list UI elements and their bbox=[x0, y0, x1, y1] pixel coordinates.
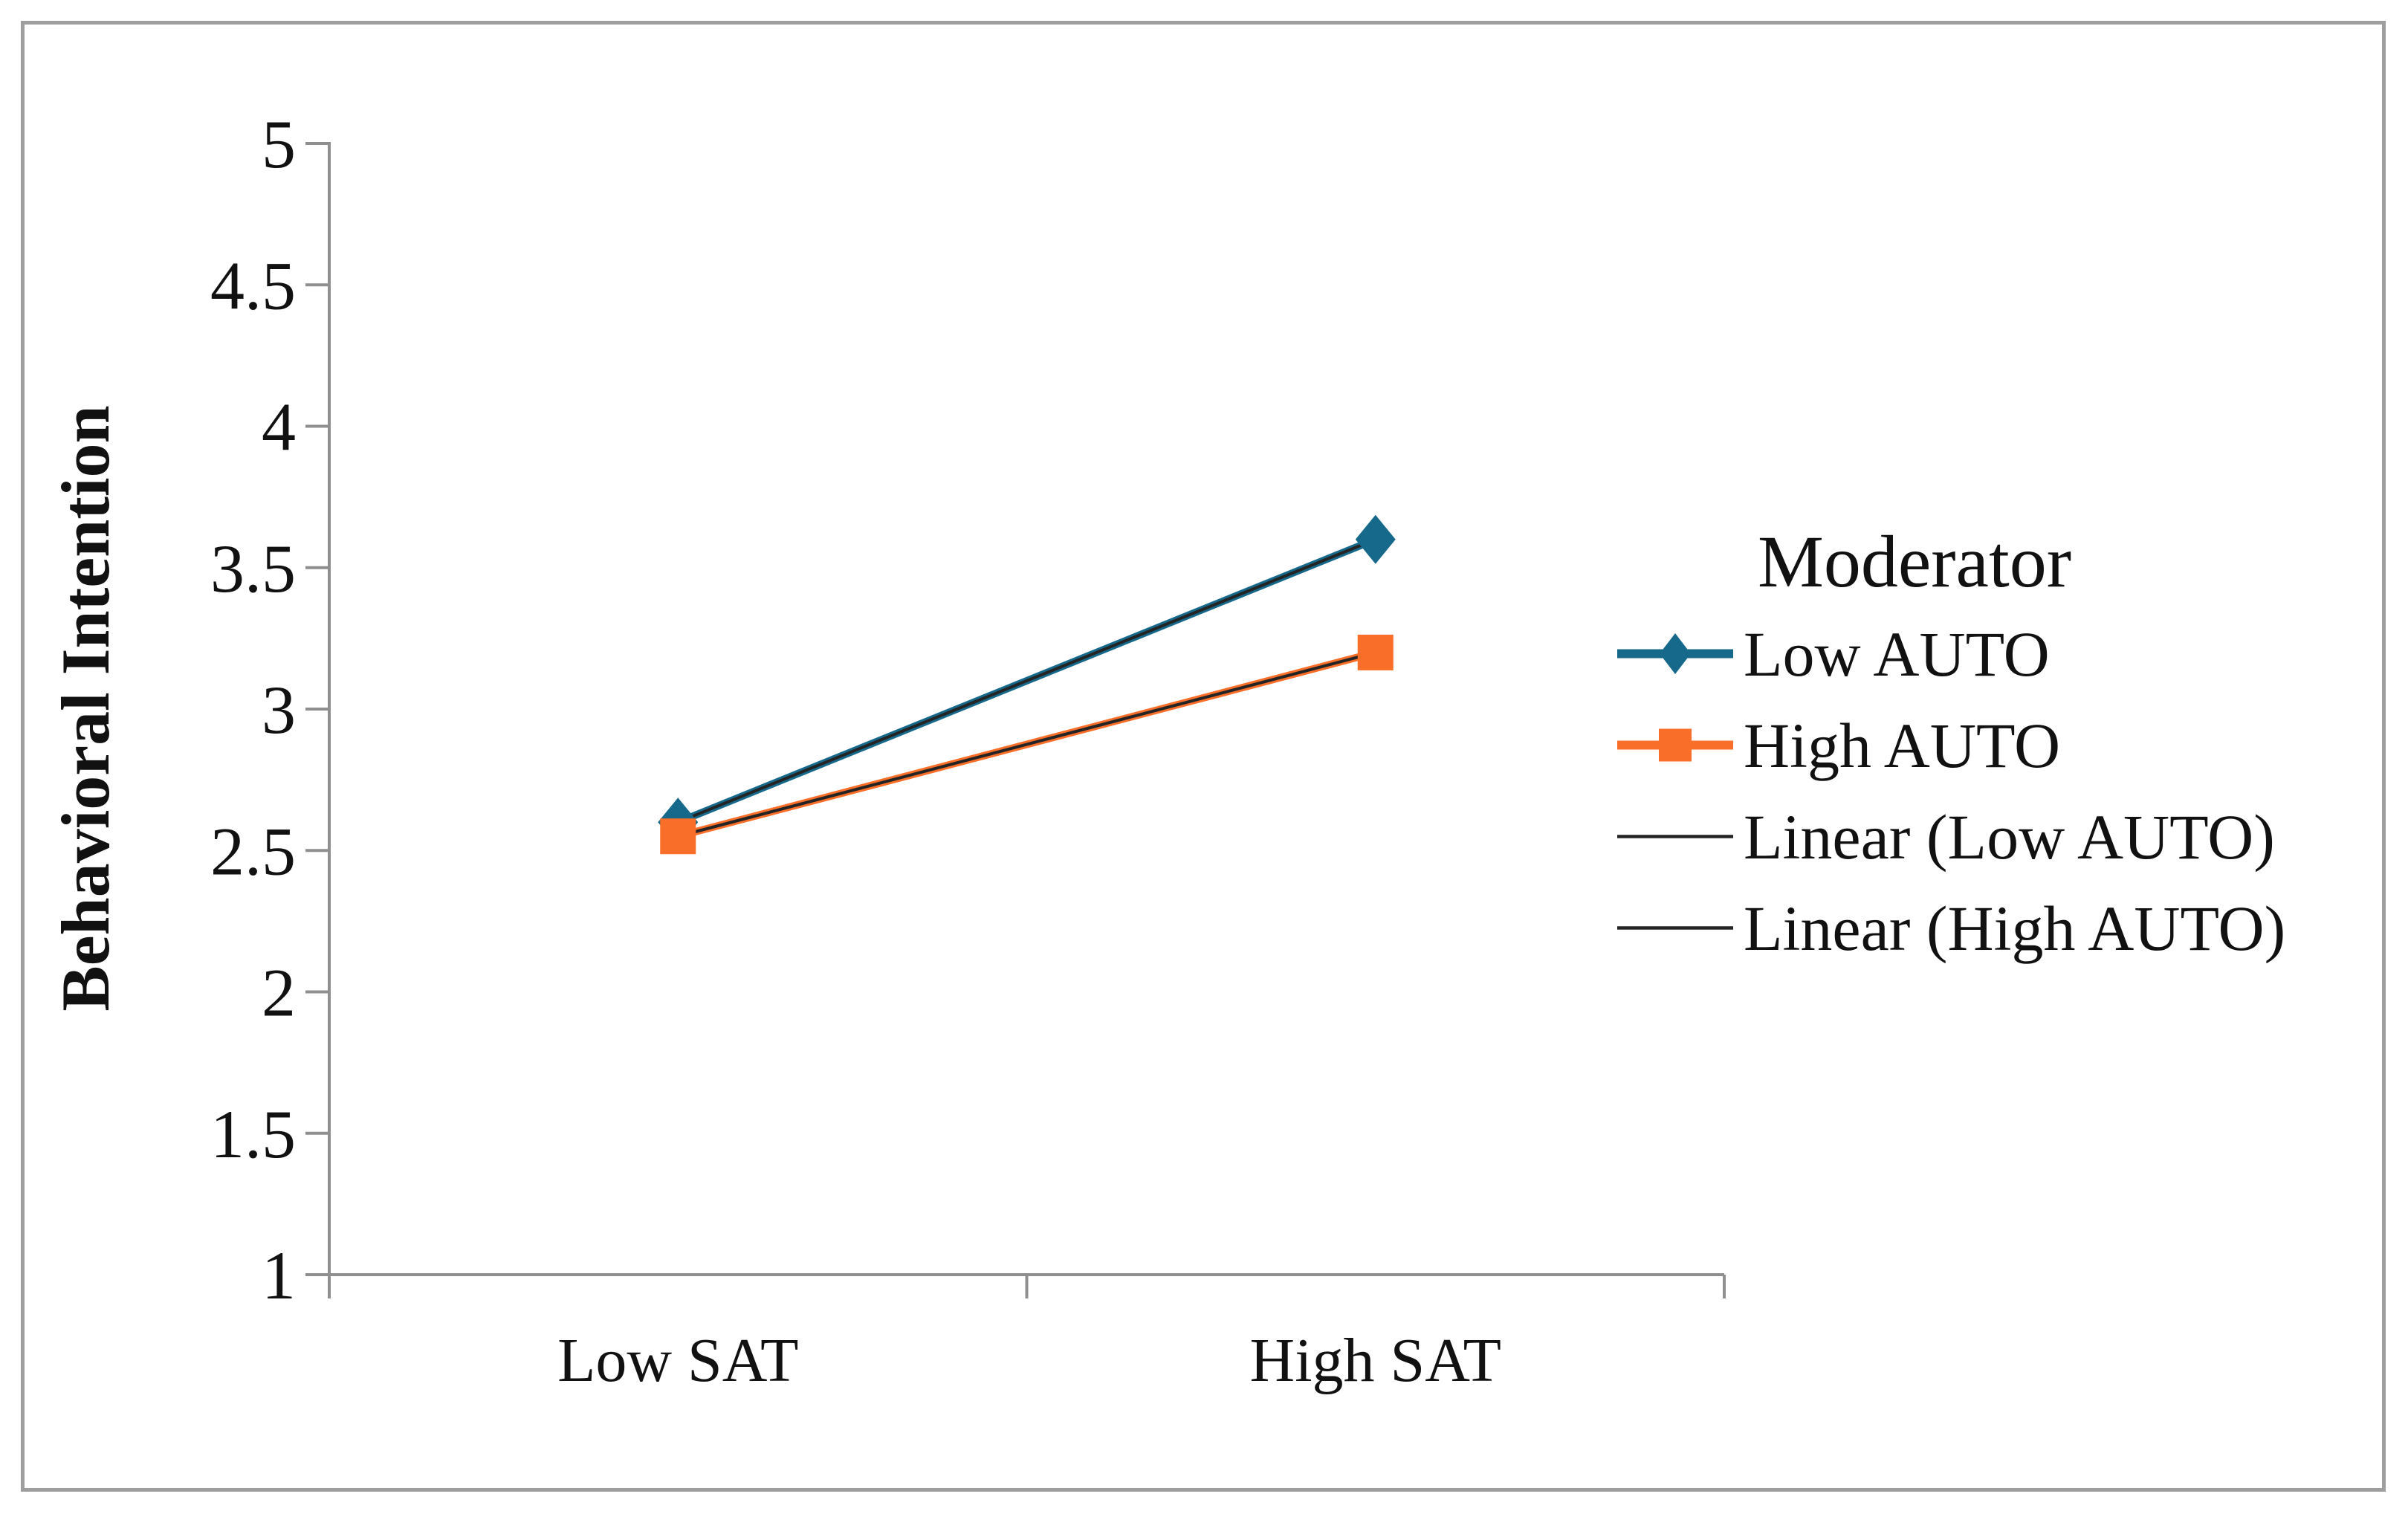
y-tick-label: 3.5 bbox=[210, 531, 296, 606]
legend-entries: Low AUTO High AUTO Linear (Low AUTO) Linear… bbox=[1617, 608, 2285, 974]
trendline-swatch-icon bbox=[1617, 835, 1733, 838]
y-tick-label: 1.5 bbox=[210, 1096, 296, 1172]
x-category-label-low-sat: Low SAT bbox=[557, 1326, 798, 1395]
y-tick-label: 1 bbox=[262, 1238, 296, 1313]
trendline-linear-high-auto bbox=[677, 650, 1376, 838]
series-swatch-icon bbox=[1617, 728, 1733, 762]
series-swatch-icon bbox=[1617, 633, 1733, 674]
legend-entry-label: Linear (Low AUTO) bbox=[1744, 800, 2275, 873]
y-tick-label: 5 bbox=[262, 106, 296, 182]
marker-diamond-low-auto bbox=[1355, 514, 1396, 564]
legend-square-icon bbox=[1659, 728, 1692, 762]
marker-square-high-auto bbox=[660, 818, 696, 855]
legend-entry-label: Linear (High AUTO) bbox=[1744, 892, 2286, 964]
x-category-label-high-sat: High SAT bbox=[1250, 1326, 1501, 1395]
y-tick-label: 4.5 bbox=[210, 248, 296, 323]
legend-title: Moderator bbox=[1757, 520, 2072, 603]
marker-square-high-auto bbox=[1357, 634, 1394, 670]
legend-entry-label: High AUTO bbox=[1744, 709, 2061, 781]
y-tick-label: 4 bbox=[262, 389, 296, 465]
trendline-swatch-icon bbox=[1617, 926, 1733, 930]
legend-entry-linear-low-auto: Linear (Low AUTO) bbox=[1617, 791, 2285, 882]
y-tick-label: 3 bbox=[262, 672, 296, 748]
trendline-linear-low-auto bbox=[677, 537, 1376, 824]
y-axis-title: Behavioral Intention bbox=[48, 405, 123, 1012]
figure-border bbox=[21, 21, 2386, 1492]
y-tick-label: 2.5 bbox=[210, 813, 296, 889]
legend-diamond-icon bbox=[1660, 633, 1691, 674]
legend-entry-label: Low AUTO bbox=[1744, 618, 2050, 690]
legend: Moderator Low AUTO High AUTO Linear (Low A… bbox=[1617, 516, 2285, 974]
legend-entry-high-auto: High AUTO bbox=[1617, 699, 2285, 791]
legend-entry-linear-high-auto: Linear (High AUTO) bbox=[1617, 882, 2285, 974]
legend-entry-low-auto: Low AUTO bbox=[1617, 608, 2285, 699]
y-tick-label: 2 bbox=[262, 955, 296, 1031]
